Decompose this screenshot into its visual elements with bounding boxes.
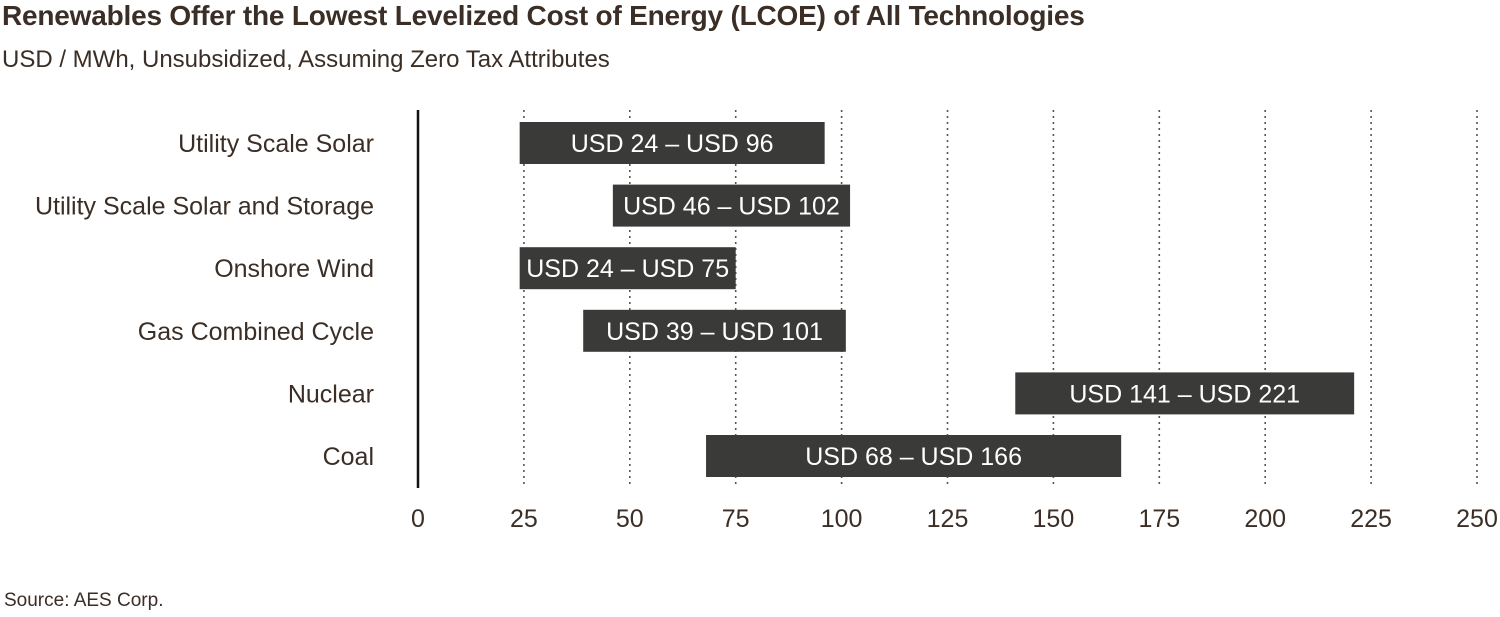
category-label: Nuclear: [288, 380, 374, 408]
bar-value-label: USD 24 – USD 96: [571, 130, 774, 158]
x-tick-label: 25: [510, 505, 538, 533]
category-labels: Utility Scale Solar Utility Scale Solar a…: [35, 130, 374, 471]
x-tick-label: 200: [1244, 505, 1286, 533]
x-tick-label: 50: [616, 505, 644, 533]
bar-range: [583, 309, 846, 352]
bar-range: [706, 435, 1122, 477]
x-tick-label: 75: [722, 505, 750, 533]
category-label: Onshore Wind: [214, 255, 374, 283]
source-note: Source: AES Corp.: [4, 590, 164, 611]
x-tick-label: 175: [1138, 505, 1180, 533]
x-tick-label: 150: [1033, 505, 1075, 533]
bar-value-label: USD 46 – USD 102: [623, 193, 840, 221]
bar-range: [519, 122, 825, 164]
x-tick-label: 100: [821, 505, 863, 533]
bar-range: [612, 184, 851, 227]
category-label: Utility Scale Solar: [178, 130, 374, 158]
chart-title: Renewables Offer the Lowest Levelized Co…: [2, 0, 1085, 31]
category-label: Gas Combined Cycle: [138, 318, 374, 346]
category-label: Coal: [323, 443, 374, 471]
grid-lines: [523, 110, 1478, 488]
bars: USD 24 – USD 96 USD 46 – USD 102 USD 24 – …: [519, 122, 1355, 477]
chart-subtitle: USD / MWh, Unsubsidized, Assuming Zero T…: [2, 46, 610, 73]
x-tick-label: 250: [1456, 505, 1498, 533]
x-tick-labels: 0 25 50 75 100 125 150 175 200 225 250: [411, 505, 1498, 533]
bar-value-label: USD 141 – USD 221: [1069, 380, 1300, 408]
bar-range: [1015, 372, 1355, 415]
bar-range: [519, 247, 736, 290]
category-label: Utility Scale Solar and Storage: [35, 193, 374, 221]
bar-value-label: USD 24 – USD 75: [526, 255, 729, 283]
x-tick-label: 225: [1350, 505, 1392, 533]
x-tick-label: 125: [927, 505, 969, 533]
x-tick-label: 0: [411, 505, 425, 533]
bar-value-label: USD 68 – USD 166: [805, 443, 1022, 471]
bar-value-label: USD 39 – USD 101: [606, 318, 823, 346]
